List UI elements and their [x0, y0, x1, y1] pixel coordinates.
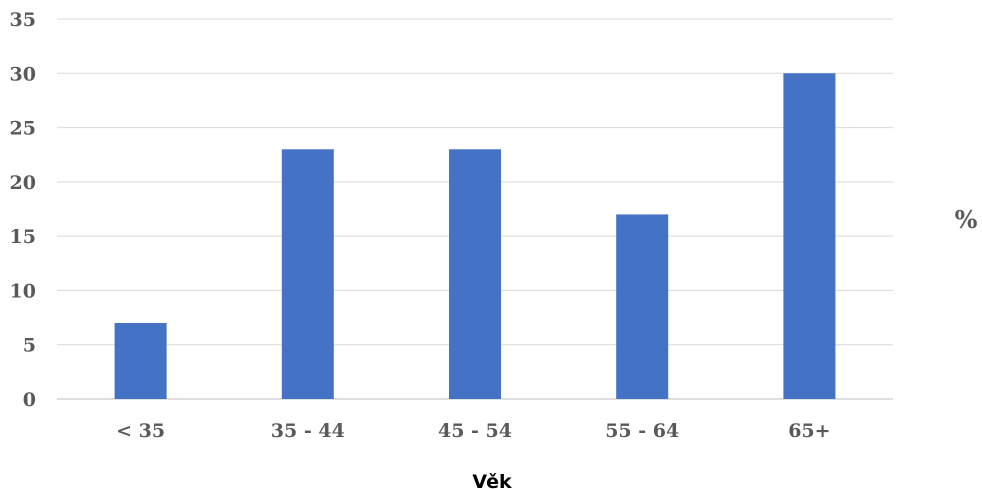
bar	[616, 214, 669, 399]
y-tick-label: 20	[10, 172, 36, 194]
x-category-label: 65+	[788, 420, 830, 442]
x-axis-title: Věk	[472, 471, 512, 489]
x-category-label: 35 - 44	[271, 420, 345, 442]
bar	[449, 149, 501, 399]
y-tick-label: 10	[10, 280, 36, 302]
x-category-label: < 35	[116, 420, 165, 442]
x-category-label: 45 - 54	[438, 420, 512, 442]
y-tick-label: 30	[10, 63, 36, 85]
y-tick-label: 5	[23, 335, 36, 357]
bar	[281, 149, 334, 399]
x-category-label: 55 - 64	[605, 420, 679, 442]
y-axis-ticks: 0 5 10 15 20 25 30 35	[10, 9, 36, 411]
x-axis-labels: < 35 35 - 44 45 - 54 55 - 64 65+	[116, 420, 830, 442]
y-tick-label: 0	[23, 389, 36, 411]
bar	[114, 323, 167, 399]
bars	[114, 73, 836, 400]
y-tick-label: 35	[10, 9, 36, 31]
y-axis-unit: %	[955, 205, 978, 234]
y-tick-label: 15	[10, 226, 36, 248]
y-tick-label: 25	[10, 118, 36, 140]
bar	[783, 73, 836, 400]
